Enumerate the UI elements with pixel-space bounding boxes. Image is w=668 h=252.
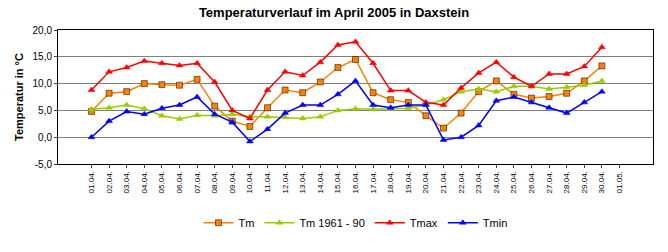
svg-text:21.04.: 21.04. xyxy=(439,171,448,193)
svg-text:10,0: 10,0 xyxy=(33,78,53,89)
svg-text:Tm 1961 - 90: Tm 1961 - 90 xyxy=(299,217,364,229)
svg-text:13.04.: 13.04. xyxy=(298,171,307,193)
svg-text:Temperatur in °C: Temperatur in °C xyxy=(13,53,25,141)
svg-text:01.05.: 01.05. xyxy=(615,171,624,193)
svg-text:20,0: 20,0 xyxy=(33,25,53,36)
svg-text:09.04.: 09.04. xyxy=(228,171,237,193)
svg-text:5,0: 5,0 xyxy=(38,105,52,116)
svg-text:18.04.: 18.04. xyxy=(386,171,395,193)
svg-text:20.04.: 20.04. xyxy=(422,171,431,193)
svg-text:11.04.: 11.04. xyxy=(263,171,272,193)
svg-text:28.04.: 28.04. xyxy=(562,171,571,193)
svg-text:26.04.: 26.04. xyxy=(527,171,536,193)
svg-text:Temperaturverlauf im April 200: Temperaturverlauf im April 2005 in Daxst… xyxy=(199,5,469,20)
svg-text:16.04.: 16.04. xyxy=(351,171,360,193)
svg-text:03.04.: 03.04. xyxy=(122,171,131,193)
svg-text:22.04.: 22.04. xyxy=(457,171,466,193)
svg-text:17.04.: 17.04. xyxy=(369,171,378,193)
svg-text:15,0: 15,0 xyxy=(33,51,53,62)
svg-text:30.04.: 30.04. xyxy=(598,171,607,193)
svg-text:06.04.: 06.04. xyxy=(175,171,184,193)
svg-text:23.04.: 23.04. xyxy=(474,171,483,193)
svg-text:12.04.: 12.04. xyxy=(281,171,290,193)
svg-text:08.04.: 08.04. xyxy=(210,171,219,193)
svg-text:14.04.: 14.04. xyxy=(316,171,325,193)
svg-text:29.04.: 29.04. xyxy=(580,171,589,193)
svg-text:-5,0: -5,0 xyxy=(35,159,53,170)
svg-text:0,0: 0,0 xyxy=(38,132,52,143)
svg-text:Tm: Tm xyxy=(239,217,255,229)
svg-text:07.04.: 07.04. xyxy=(193,171,202,193)
svg-text:Tmax: Tmax xyxy=(410,217,438,229)
svg-text:15.04.: 15.04. xyxy=(334,171,343,193)
svg-text:24.04.: 24.04. xyxy=(492,171,501,193)
svg-text:10.04.: 10.04. xyxy=(246,171,255,193)
svg-text:Tmin: Tmin xyxy=(483,217,507,229)
svg-text:01.04.: 01.04. xyxy=(87,171,96,193)
svg-text:27.04.: 27.04. xyxy=(545,171,554,193)
svg-text:04.04.: 04.04. xyxy=(140,171,149,193)
svg-text:05.04.: 05.04. xyxy=(158,171,167,193)
svg-text:19.04.: 19.04. xyxy=(404,171,413,193)
svg-text:25.04.: 25.04. xyxy=(510,171,519,193)
svg-text:02.04.: 02.04. xyxy=(105,171,114,193)
